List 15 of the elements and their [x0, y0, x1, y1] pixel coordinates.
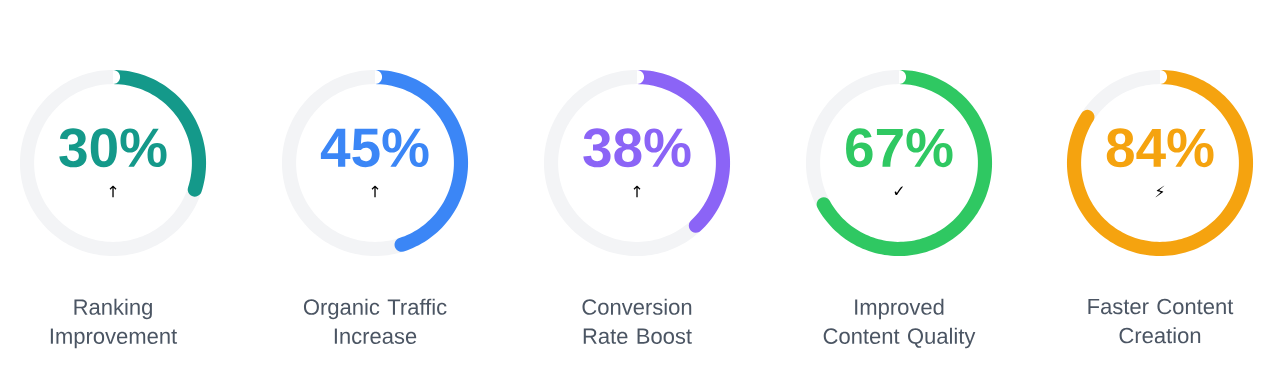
text: Improved Content Quality [823, 298, 976, 349]
text: ↑ [371, 185, 379, 198]
text: ↑ [109, 185, 117, 198]
text: Faster Content Creation [1088, 298, 1234, 344]
data-label: 38% [583, 128, 691, 168]
text: ✓ [894, 186, 903, 195]
data-label: 45% [320, 128, 429, 168]
text: ⚡ [1155, 185, 1165, 198]
text: ↑ [633, 185, 641, 198]
data-label: 84% [1106, 128, 1214, 168]
text: Conversion Rate Boost [582, 298, 692, 344]
text: Ranking Improvement [50, 298, 178, 349]
text: Organic Traffic Increase [303, 298, 447, 344]
data-label: 67% [846, 128, 953, 168]
data-label: 30% [59, 128, 167, 168]
